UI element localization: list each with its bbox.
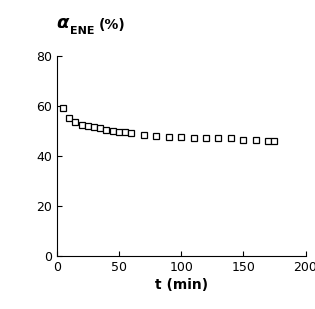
Text: α: α [57, 14, 69, 32]
Text: ENE: ENE [70, 26, 95, 36]
X-axis label: t (min): t (min) [155, 278, 208, 293]
Text: (%): (%) [99, 18, 126, 32]
